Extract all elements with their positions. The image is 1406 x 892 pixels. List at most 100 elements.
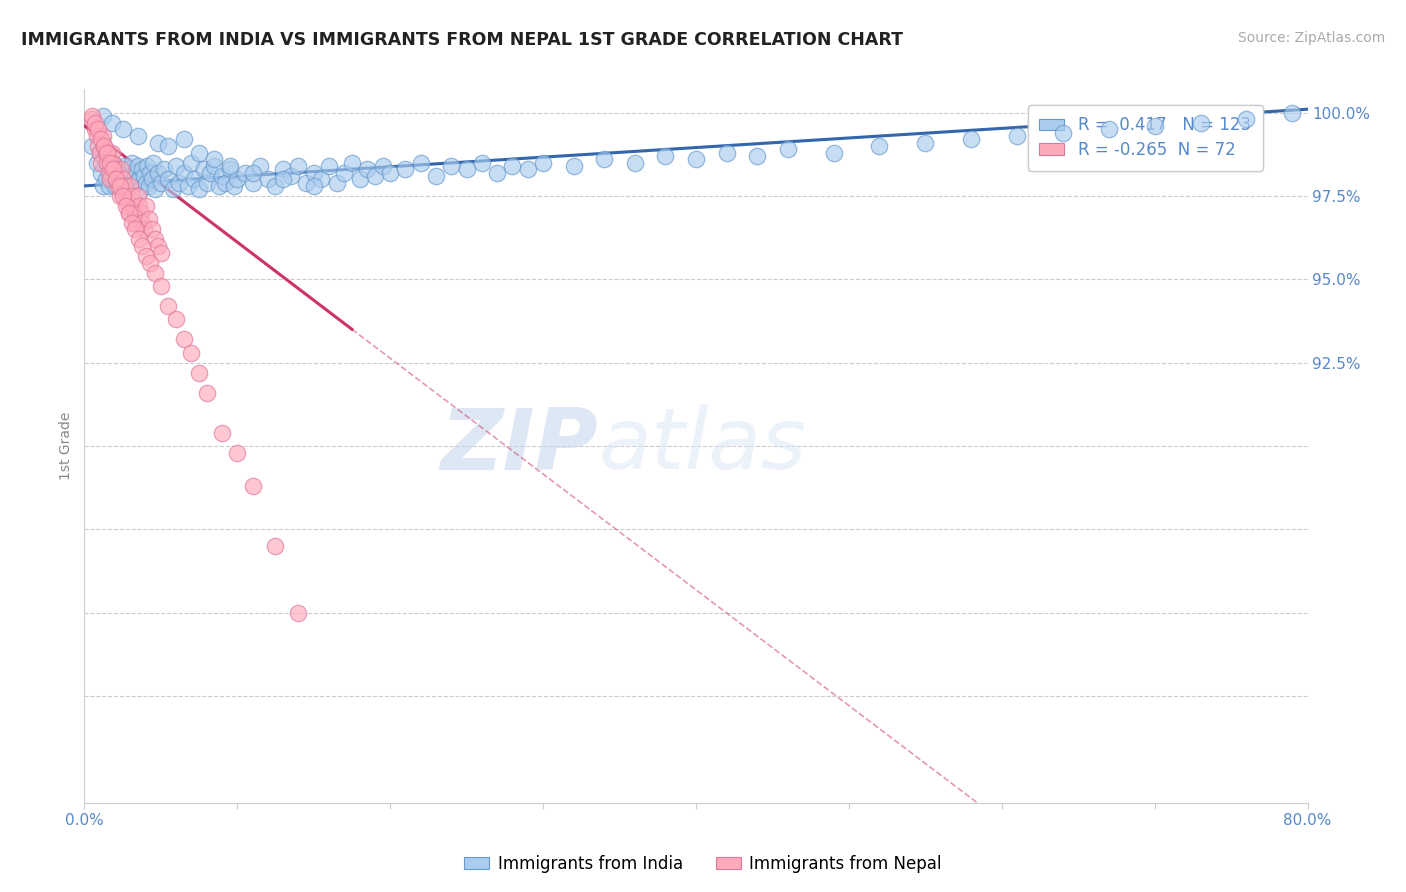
Point — [311, 172, 333, 186]
Point — [124, 165, 146, 179]
Point — [471, 155, 494, 169]
Point — [101, 172, 124, 186]
Point — [118, 205, 141, 219]
Point — [80, 109, 103, 123]
Point — [202, 159, 225, 173]
Point — [302, 165, 325, 179]
Point — [593, 153, 616, 167]
Point — [325, 176, 347, 190]
Point — [654, 149, 676, 163]
Point — [127, 128, 149, 143]
Point — [208, 178, 231, 193]
Point — [224, 178, 246, 193]
Point — [146, 239, 169, 253]
Point — [271, 162, 294, 177]
Point — [165, 159, 187, 173]
Point — [356, 162, 378, 177]
Point — [96, 155, 118, 169]
Point — [120, 178, 142, 193]
Point — [86, 155, 108, 169]
Point — [218, 162, 240, 177]
Point — [249, 159, 271, 173]
Point — [173, 332, 195, 346]
Point — [218, 159, 240, 173]
Point — [127, 189, 149, 203]
Point — [380, 165, 402, 179]
Point — [89, 145, 111, 160]
Point — [105, 165, 128, 179]
Point — [132, 169, 155, 183]
Point — [128, 172, 150, 186]
Point — [188, 182, 211, 196]
Point — [531, 155, 554, 169]
Point — [96, 145, 118, 160]
Point — [747, 149, 769, 163]
Point — [111, 189, 134, 203]
Point — [1098, 122, 1121, 136]
Point — [112, 178, 135, 193]
Point — [112, 159, 135, 173]
Point — [264, 178, 287, 193]
Point — [188, 366, 211, 380]
Point — [121, 155, 143, 169]
Point — [226, 172, 249, 186]
Point — [776, 142, 799, 156]
Point — [107, 178, 129, 193]
Text: ZIP: ZIP — [440, 404, 598, 488]
Point — [157, 172, 180, 186]
Point — [114, 189, 136, 203]
Point — [180, 155, 202, 169]
Point — [93, 153, 115, 167]
Point — [135, 249, 157, 263]
Point — [624, 155, 647, 169]
Point — [97, 165, 120, 179]
Point — [425, 169, 447, 183]
Point — [91, 128, 114, 143]
Point — [1005, 128, 1028, 143]
Point — [129, 205, 152, 219]
Point — [87, 122, 110, 136]
Point — [122, 199, 145, 213]
Point — [98, 172, 121, 186]
Point — [141, 222, 163, 236]
Point — [146, 136, 169, 150]
Point — [136, 159, 159, 173]
Point — [173, 165, 195, 179]
Point — [162, 182, 184, 196]
Point — [242, 176, 264, 190]
Point — [914, 136, 936, 150]
Point — [138, 212, 160, 227]
Point — [101, 145, 124, 160]
Point — [93, 139, 115, 153]
Point — [1143, 119, 1166, 133]
Legend: R =  0.417   N = 123, R = -0.265  N = 72: R = 0.417 N = 123, R = -0.265 N = 72 — [1028, 104, 1263, 170]
Point — [233, 165, 256, 179]
Point — [211, 169, 233, 183]
Point — [110, 162, 132, 177]
Point — [139, 255, 162, 269]
Point — [264, 539, 287, 553]
Point — [198, 165, 221, 179]
Point — [138, 178, 160, 193]
Text: Source: ZipAtlas.com: Source: ZipAtlas.com — [1237, 31, 1385, 45]
Point — [257, 172, 280, 186]
Point — [135, 176, 157, 190]
Point — [149, 176, 172, 190]
Point — [157, 299, 180, 313]
Point — [364, 169, 387, 183]
Point — [111, 122, 134, 136]
Point — [562, 159, 585, 173]
Point — [111, 169, 134, 183]
Point — [188, 145, 211, 160]
Point — [960, 132, 983, 146]
Point — [114, 199, 136, 213]
Text: IMMIGRANTS FROM INDIA VS IMMIGRANTS FROM NEPAL 1ST GRADE CORRELATION CHART: IMMIGRANTS FROM INDIA VS IMMIGRANTS FROM… — [21, 31, 903, 49]
Point — [340, 155, 363, 169]
Point — [869, 139, 891, 153]
Point — [139, 165, 162, 179]
Point — [146, 165, 169, 179]
Point — [128, 199, 150, 213]
Point — [280, 169, 302, 183]
Point — [91, 109, 114, 123]
Point — [242, 165, 264, 179]
